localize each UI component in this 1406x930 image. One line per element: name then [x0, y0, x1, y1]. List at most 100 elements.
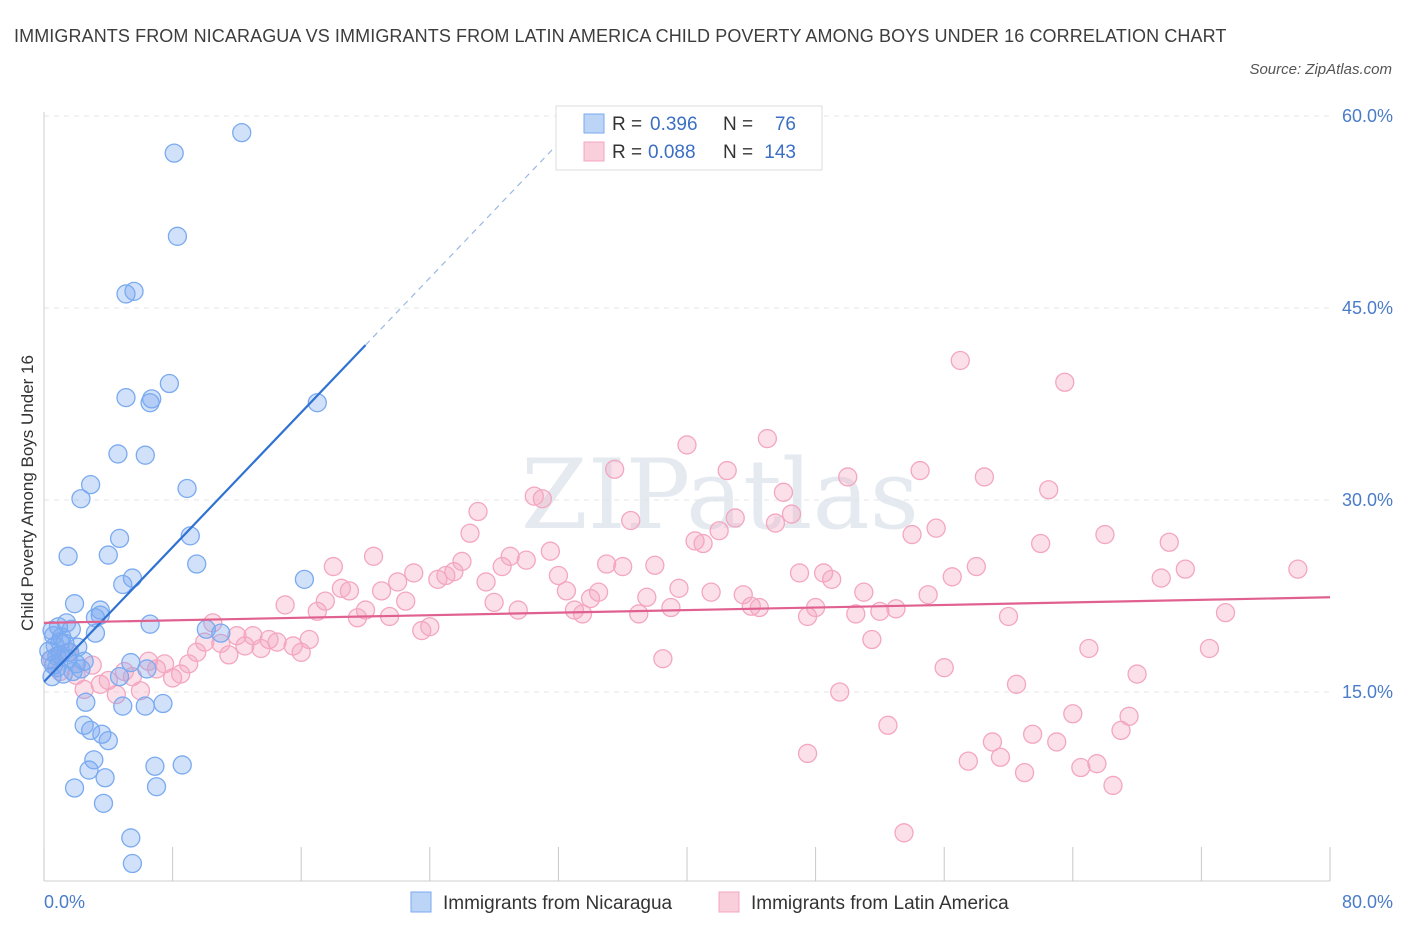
latin-america-point-72	[621, 510, 641, 531]
legend-r-label-2: R =	[612, 142, 642, 163]
nicaragua-point-25	[64, 594, 85, 614]
nicaragua-point-20	[42, 666, 62, 687]
latin-america-point-118	[982, 732, 1003, 752]
latin-america-point-119	[990, 747, 1011, 767]
nicaragua-point-24	[58, 546, 78, 566]
nicaragua-point-38	[93, 793, 114, 814]
latin-america-point-16	[170, 664, 191, 684]
latin-america-point-107	[894, 823, 914, 843]
legend-n-value-1: 76	[775, 114, 796, 135]
nicaragua-point-73	[232, 122, 252, 143]
latin-america-point-77	[661, 597, 681, 618]
latin-america-point-59	[516, 550, 536, 570]
latin-america-point-125	[1039, 480, 1059, 500]
latin-america-point-141	[1215, 602, 1236, 623]
latin-america-point-130	[1079, 638, 1099, 659]
y-tick-labels: 15.0% 30.0% 45.0% 60.0%	[1342, 106, 1393, 702]
y-tick-label-0: 15.0%	[1342, 682, 1393, 702]
latin-america-point-74	[637, 587, 657, 607]
latin-america-point-110	[918, 585, 938, 605]
bottom-legend-label-nicaragua: Immigrants from Nicaragua	[443, 893, 673, 914]
latin-america-point-23	[227, 626, 247, 646]
legend-n-label-2: N =	[723, 142, 753, 163]
latin-america-point-128	[1063, 704, 1083, 724]
nicaragua-point-66	[167, 226, 188, 246]
latin-america-point-58	[508, 600, 528, 620]
nicaragua-point-46	[116, 387, 136, 408]
latin-america-point-92	[781, 504, 802, 524]
nicaragua-point-72	[211, 623, 231, 643]
nicaragua-point-19	[74, 651, 94, 671]
nicaragua-point-36	[98, 730, 118, 751]
nicaragua-point-65	[164, 143, 184, 163]
latin-america-point-79	[677, 435, 697, 455]
latin-america-point-108	[902, 524, 922, 545]
latin-america-point-52	[460, 523, 480, 543]
nicaragua-point-60	[142, 389, 162, 409]
nicaragua-point-52	[122, 853, 143, 874]
latin-america-point-111	[926, 518, 946, 538]
latin-america-point-95	[797, 743, 818, 764]
latin-america-point-61	[532, 489, 552, 509]
y-tick-label-3: 60.0%	[1342, 106, 1393, 126]
legend-n-label-1: N =	[723, 114, 753, 135]
nicaragua-point-27	[74, 715, 94, 735]
nicaragua-point-29	[80, 474, 101, 495]
nicaragua-point-54	[113, 696, 133, 716]
latin-america-point-81	[693, 533, 713, 554]
latin-america-point-71	[613, 556, 633, 577]
latin-america-point-73	[629, 604, 649, 624]
nicaragua-point-75	[307, 393, 327, 413]
latin-america-point-56	[492, 556, 512, 577]
nicaragua-point-61	[145, 756, 165, 776]
nicaragua-point-62	[146, 777, 167, 797]
nicaragua-point-44	[109, 528, 130, 549]
latin-america-point-100	[838, 467, 858, 487]
correlation-legend: R = 0.396 N = 76 R = 0.088 N = 143	[555, 105, 823, 171]
series-latin-america-points	[42, 350, 1308, 843]
latin-america-point-142	[1288, 559, 1308, 579]
latin-america-point-140	[1199, 638, 1220, 659]
latin-america-point-70	[605, 459, 625, 479]
legend-n-value-2: 143	[764, 142, 796, 163]
latin-america-point-109	[910, 460, 930, 481]
latin-america-point-28	[267, 632, 287, 652]
latin-america-point-69	[596, 554, 617, 574]
series-nicaragua-points	[39, 122, 327, 874]
latin-america-point-129	[1071, 757, 1091, 778]
nicaragua-point-55	[135, 445, 155, 465]
latin-america-point-32	[299, 629, 319, 650]
latin-america-point-124	[1031, 533, 1051, 554]
y-tick-label-1: 30.0%	[1342, 490, 1393, 510]
nicaragua-point-43	[108, 444, 128, 464]
latin-america-point-101	[846, 604, 866, 624]
nicaragua-point-53	[109, 666, 130, 687]
latin-america-point-53	[468, 501, 488, 522]
nicaragua-point-49	[122, 568, 143, 588]
nicaragua-point-51	[121, 828, 141, 848]
nicaragua-point-57	[135, 696, 155, 716]
latin-america-point-135	[1119, 706, 1139, 726]
nicaragua-point-40	[79, 760, 99, 780]
latin-america-point-82	[701, 582, 721, 602]
nicaragua-point-58	[140, 614, 160, 634]
latin-america-point-139	[1175, 559, 1195, 579]
latin-america-point-126	[1047, 732, 1067, 752]
latin-america-point-133	[1103, 775, 1123, 796]
latin-america-point-40	[363, 546, 384, 566]
latin-america-point-54	[476, 572, 496, 592]
latin-america-point-63	[548, 565, 569, 586]
latin-america-point-66	[572, 604, 593, 624]
watermark: ZIPatlas	[521, 439, 919, 551]
latin-america-point-138	[1159, 532, 1179, 552]
latin-america-point-105	[878, 715, 898, 735]
latin-america-point-34	[315, 591, 335, 611]
series-legend: Immigrants from Nicaragua Immigrants fro…	[410, 891, 1009, 914]
latin-america-point-93	[789, 563, 810, 583]
latin-america-point-55	[484, 592, 504, 613]
latin-america-point-85	[725, 508, 745, 528]
nicaragua-point-68	[177, 478, 197, 499]
nicaragua-point-34	[85, 608, 106, 628]
latin-america-point-84	[717, 460, 737, 481]
legend-r-value-2: 0.088	[648, 142, 696, 163]
